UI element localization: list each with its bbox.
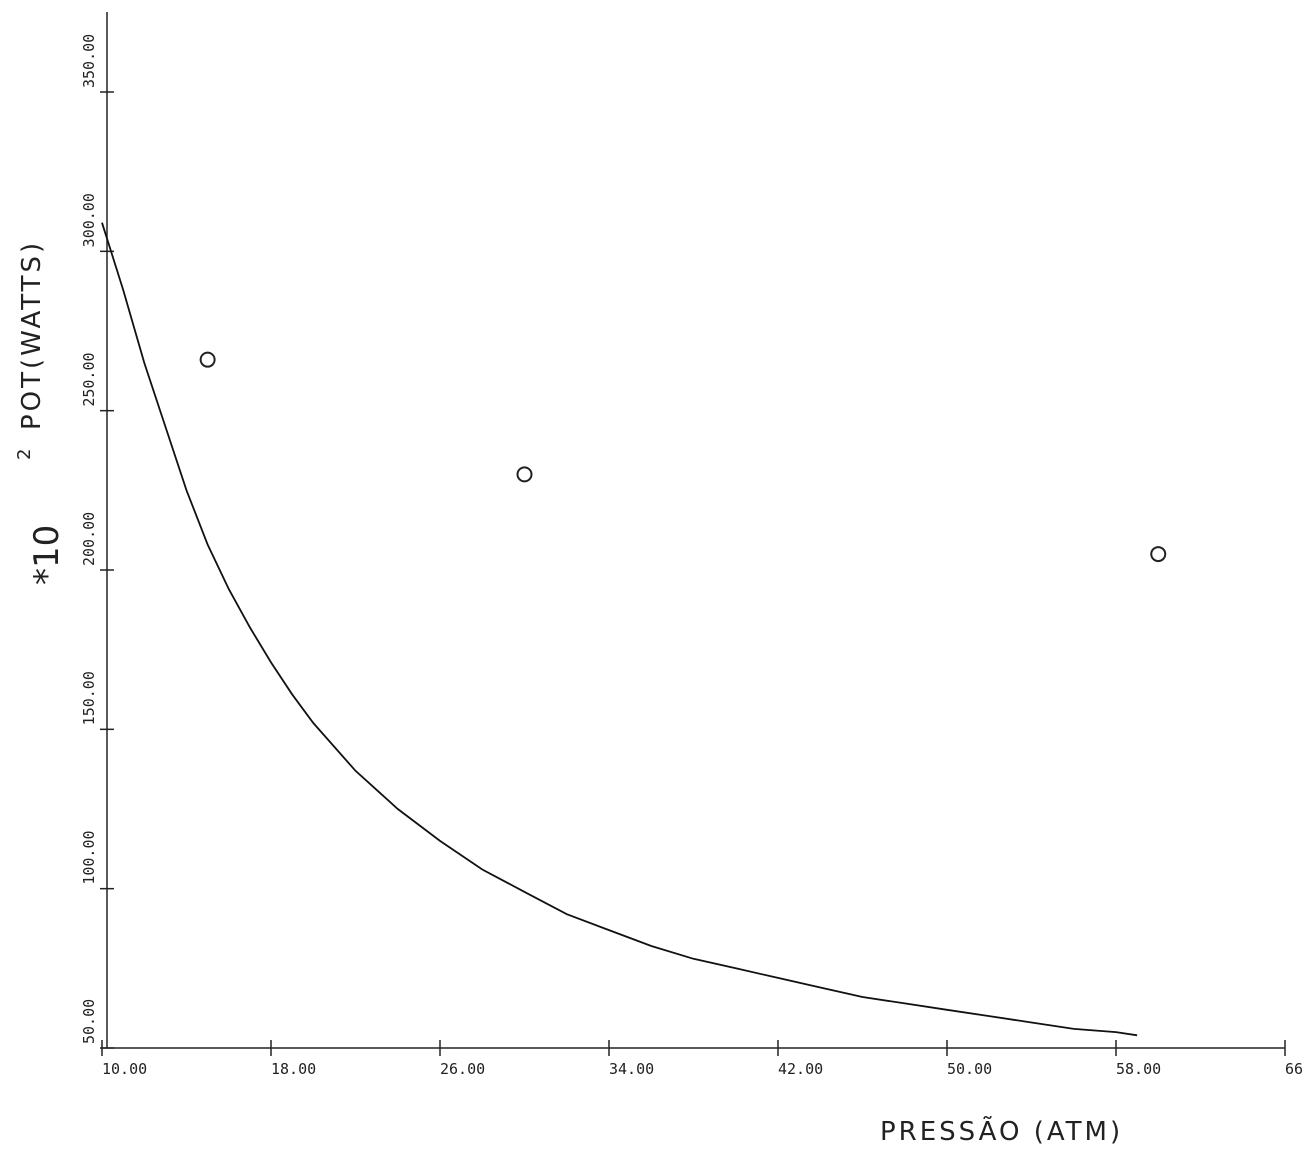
y-tick-label: 350.00 [80, 34, 98, 88]
data-point-marker [1150, 546, 1167, 563]
x-tick-label: 34.00 [609, 1060, 654, 1078]
x-tick-label: 26.00 [440, 1060, 485, 1078]
data-point-marker [516, 466, 533, 483]
ticks: 10.00 18.00 26.00 34.00 42.00 50.00 58.00 66.00… [80, 34, 1303, 1078]
y-axis-title: POT(WATTS) [17, 240, 47, 430]
y-tick-label: 150.00 [80, 671, 98, 725]
x-tick-label: 42.00 [778, 1060, 823, 1078]
y-axis-exponent: 2 [14, 449, 35, 460]
y-axis-multiplier: *10 [27, 525, 67, 585]
series-layer [101, 222, 1167, 1037]
labels: PRESSÃO (ATM) POT(WATTS) *10 2 [14, 240, 1123, 1147]
x-tick-label: 10.00 [102, 1060, 147, 1078]
y-tick-label: 250.00 [80, 352, 98, 406]
y-tick-label: 50.00 [80, 999, 98, 1044]
x-tick-label: 50.00 [947, 1060, 992, 1078]
x-axis-title: PRESSÃO (ATM) [880, 1115, 1123, 1147]
y-tick-label: 300.00 [80, 193, 98, 247]
y-tick-label: 100.00 [80, 830, 98, 884]
x-tick-label: 58.00 [1116, 1060, 1161, 1078]
y-tick-label: 200.00 [80, 512, 98, 566]
x-tick-label: 18.00 [271, 1060, 316, 1078]
axes [102, 12, 1285, 1049]
data-point-marker [199, 351, 216, 368]
x-tick-label: 66.00 [1285, 1060, 1303, 1078]
curve-line [101, 222, 1138, 1037]
